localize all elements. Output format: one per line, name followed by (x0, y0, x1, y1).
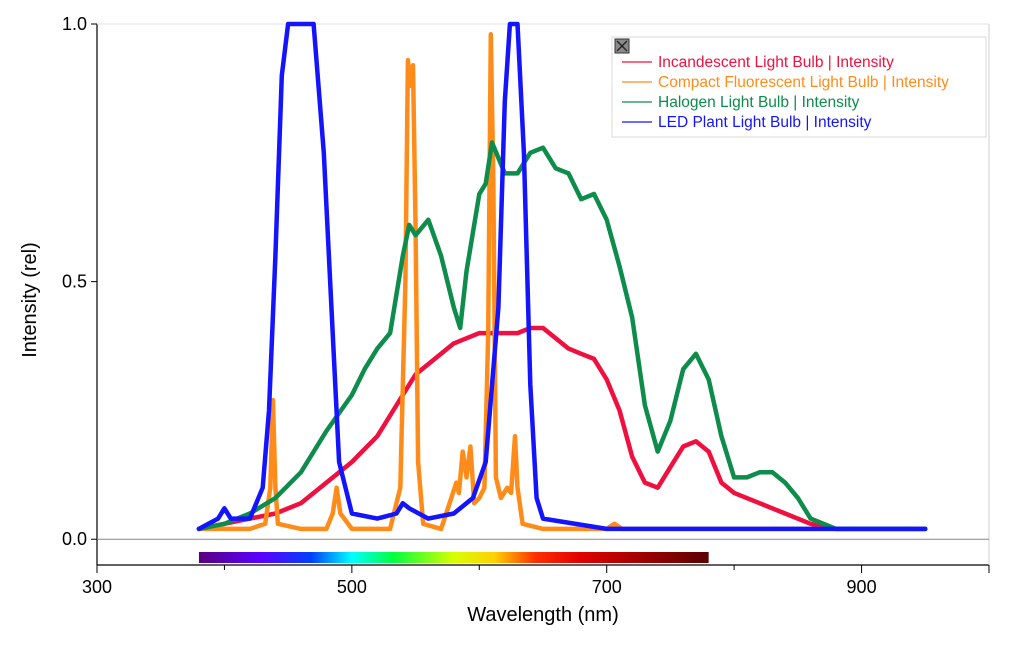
x-tick-label: 500 (337, 577, 367, 597)
series-line-2 (196, 32, 928, 532)
legend-entry: Incandescent Light Bulb | Intensity (658, 54, 894, 71)
x-tick-label: 700 (592, 577, 622, 597)
legend-close-icon-cross (616, 40, 628, 52)
legend-entry: Halogen Light Bulb | Intensity (658, 94, 860, 111)
y-tick-label: 0.0 (62, 529, 87, 549)
series-line-4 (196, 21, 928, 532)
series-line-3 (196, 140, 928, 532)
x-tick-label: 300 (82, 577, 112, 597)
series-line-1 (196, 325, 928, 532)
y-axis-label: Intensity (rel) (19, 242, 41, 358)
y-tick-label: 0.5 (62, 272, 87, 292)
legend-box (611, 36, 987, 138)
legend-entry: LED Plant Light Bulb | Intensity (658, 114, 872, 131)
legend-entry: Compact Fluorescent Light Bulb | Intensi… (658, 74, 949, 91)
x-tick-label: 900 (847, 577, 877, 597)
visible-spectrum-bar (198, 552, 709, 563)
x-axis-label: Wavelength (nm) (467, 604, 619, 626)
y-tick-label: 1.0 (62, 14, 87, 34)
